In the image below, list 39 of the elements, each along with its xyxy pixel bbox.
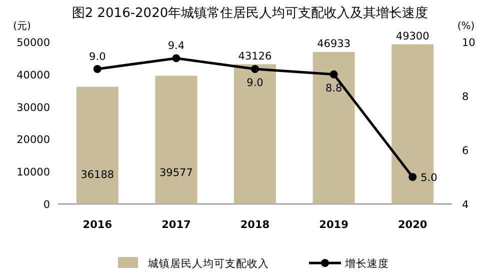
bar-label: 49300: [396, 30, 430, 42]
xtick: 2016: [82, 219, 112, 231]
ytick: 30000: [16, 102, 50, 114]
point: [172, 54, 180, 62]
xtick: 2017: [162, 219, 191, 231]
point: [330, 70, 338, 78]
bar: [312, 52, 355, 204]
legend-item: 增长速度: [345, 258, 389, 270]
bar-label: 46933: [317, 38, 350, 50]
bar: [155, 76, 198, 204]
bar-label: 36188: [80, 169, 114, 182]
line-label: 9.0: [89, 51, 106, 63]
ylabel: (元): [13, 21, 31, 32]
line-label: 5.0: [420, 172, 438, 184]
xtick: 2019: [319, 219, 348, 231]
ytick: 10000: [16, 166, 50, 179]
line-label: 9.4: [168, 40, 185, 52]
xtick: 2018: [240, 219, 270, 231]
ytick: 40000: [16, 69, 50, 82]
point: [93, 65, 102, 73]
bar: [76, 86, 118, 204]
bar-label: 39577: [160, 166, 193, 179]
line-label: 8.8: [325, 82, 342, 94]
title: 图2 2016-2020年城镇常住居民人均可支配收入及其增长速度: [72, 6, 428, 21]
point: [251, 65, 259, 73]
y2tick: 4: [462, 199, 469, 211]
bar-label: 43126: [238, 50, 272, 62]
y2label: (%): [457, 21, 475, 32]
legend-item: 城镇居民人均可支配收入: [148, 258, 269, 270]
ytick: 20000: [16, 134, 50, 146]
bar: [234, 64, 276, 204]
y2tick: 6: [462, 145, 469, 157]
xtick: 2020: [398, 219, 428, 231]
ytick: 0: [43, 199, 50, 211]
point: [408, 173, 417, 181]
y2tick: 8: [462, 91, 469, 103]
line-label: 9.0: [246, 77, 264, 89]
y2tick: 10: [462, 37, 476, 49]
ytick: 50000: [16, 37, 50, 49]
